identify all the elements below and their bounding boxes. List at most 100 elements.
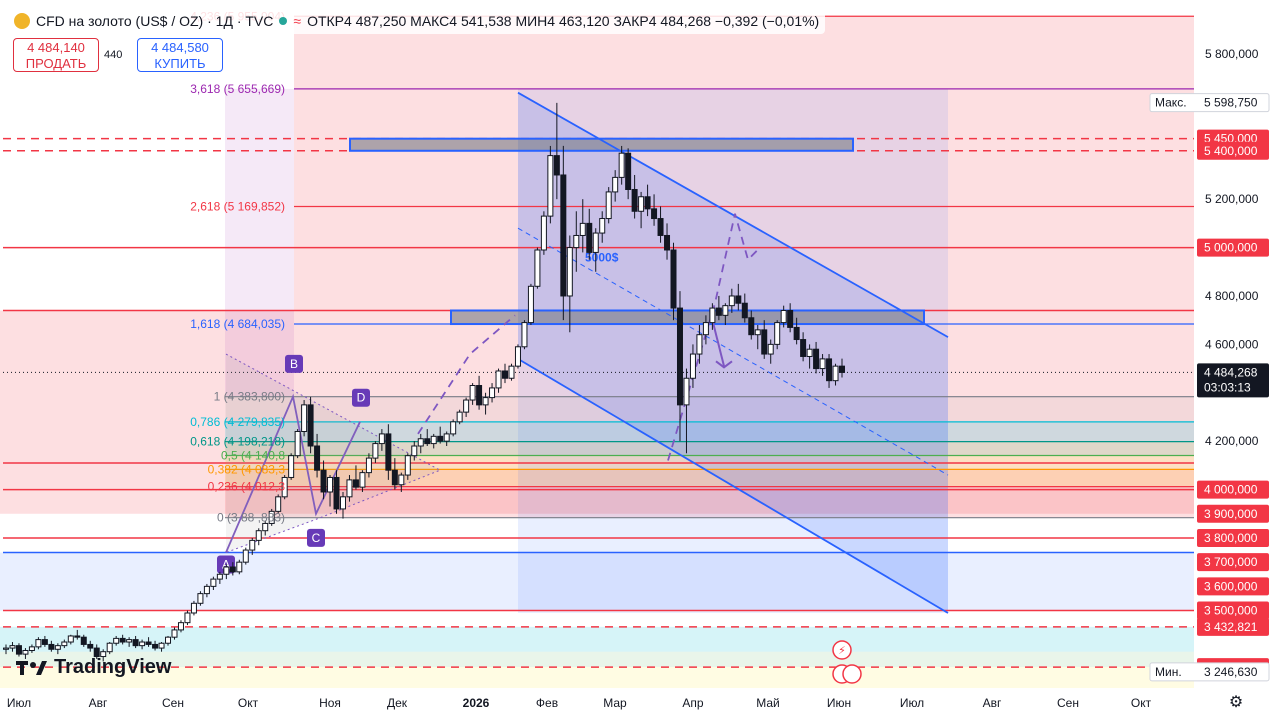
candle-body xyxy=(385,433,392,471)
candle-body xyxy=(592,232,599,253)
zone-yellow xyxy=(0,667,1194,688)
sell-button[interactable]: 4 484,140 ПРОДАТЬ xyxy=(13,38,99,72)
zone-red-lower xyxy=(0,310,1194,514)
fib-zone-2 xyxy=(225,421,1194,442)
candle-body xyxy=(35,639,42,648)
candle-body xyxy=(365,457,372,474)
x-axis-tick-label: Авг xyxy=(89,696,108,710)
candle-body xyxy=(573,234,580,249)
x-axis-tick-label: Окт xyxy=(238,696,259,710)
candle-body xyxy=(333,476,340,510)
candle-body xyxy=(780,309,787,324)
candle-body xyxy=(722,305,729,316)
candle-body xyxy=(417,438,424,447)
wave-label-d: D xyxy=(357,391,366,405)
candle-body xyxy=(728,295,735,307)
support-box xyxy=(450,309,925,326)
fib-level-label: 0,382 (4 083,3 xyxy=(208,462,286,476)
candle-body xyxy=(301,404,308,432)
candle-body xyxy=(631,188,638,212)
price-label-box xyxy=(1197,480,1269,499)
candle-body xyxy=(106,642,113,653)
spread-value: 440 xyxy=(104,49,123,61)
price-label-box xyxy=(1197,141,1269,160)
candle-body xyxy=(774,322,781,345)
candle-body xyxy=(625,152,632,190)
candle-body xyxy=(521,322,528,348)
x-axis-tick-label: Окт xyxy=(1131,696,1152,710)
candle-body xyxy=(689,353,696,379)
projection-dashed xyxy=(417,314,516,435)
candle-body xyxy=(275,496,282,512)
candle-body xyxy=(87,643,94,649)
x-axis-tick-label: Сен xyxy=(162,696,184,710)
candle-body xyxy=(463,399,470,413)
tradingview-logo[interactable]: TradingView xyxy=(16,656,171,679)
candle-body xyxy=(618,152,625,178)
candle-body xyxy=(702,322,709,336)
price-label: 3 500,000 xyxy=(1204,604,1258,618)
candle-body xyxy=(527,285,534,324)
y-axis-tick-label: 4 800,000 xyxy=(1205,289,1259,303)
wave-label-badge xyxy=(307,528,325,547)
fib-level-label: 1,618 (4 684,035) xyxy=(190,317,285,331)
sell-price: 4 484,140 xyxy=(27,40,85,55)
candle-body xyxy=(514,346,521,367)
buy-label: КУПИТЬ xyxy=(154,56,206,71)
y-axis-tick-label: 5 200,000 xyxy=(1205,192,1259,206)
candle-body xyxy=(80,636,87,645)
price-label: 3 700,000 xyxy=(1204,555,1258,569)
channel-mid-line xyxy=(517,227,949,476)
candle-body xyxy=(119,637,126,643)
price-label-box xyxy=(1197,504,1269,523)
x-axis-tick-label: Мар xyxy=(603,696,627,710)
candle-body xyxy=(236,561,243,573)
candle-body xyxy=(735,295,742,304)
price-label-box xyxy=(1197,238,1269,257)
candle-body xyxy=(761,329,768,355)
fib-level-label: 0,236 (4 012,3 xyxy=(208,480,286,494)
candle-body xyxy=(41,639,48,645)
candle-body xyxy=(294,430,301,457)
candle-body xyxy=(424,438,431,445)
candle-body xyxy=(644,196,651,210)
candle-body xyxy=(177,622,184,631)
channel-upper-line xyxy=(517,91,949,338)
candle-body xyxy=(670,249,677,309)
buy-button[interactable]: 4 484,580 КУПИТЬ xyxy=(137,38,223,72)
candle-body xyxy=(664,234,671,251)
candle-body xyxy=(553,155,560,176)
plot-background xyxy=(0,8,1194,688)
zone-green xyxy=(0,651,1194,668)
x-axis-tick-label: Дек xyxy=(387,696,408,710)
price-label: 5 000,000 xyxy=(1204,241,1258,255)
symbol-header[interactable]: CFD на золото (US$ / OZ) · 1Д · TVC ≈ ОТ… xyxy=(8,8,826,34)
candle-body xyxy=(813,348,820,370)
settings-gear-icon[interactable]: ⚙ xyxy=(1228,694,1244,711)
x-axis-tick-label: Ноя xyxy=(319,696,341,710)
price-label: 3 600,000 xyxy=(1204,579,1258,593)
gold-logo-icon xyxy=(14,13,30,29)
candle-body xyxy=(605,191,612,220)
candle-body xyxy=(443,433,450,442)
fib-zone-3 xyxy=(225,441,1194,456)
candle-body xyxy=(242,549,249,563)
candle-body xyxy=(502,370,509,379)
candle-body xyxy=(320,469,327,493)
candle-body xyxy=(404,455,411,476)
fib-level-label: 0,786 (4 279,835) xyxy=(190,415,285,429)
candle-body xyxy=(268,510,275,524)
symbol-title[interactable]: CFD на золото (US$ / OZ) · 1Д · TVC xyxy=(36,13,274,29)
fib-level-label: 3,618 (5 655,669) xyxy=(190,82,285,96)
candle-body xyxy=(307,404,314,447)
candle-body xyxy=(612,176,619,193)
candle-body xyxy=(826,358,833,382)
candle-body xyxy=(767,343,774,355)
arrow-head-icon xyxy=(715,360,733,369)
last-price-box xyxy=(1197,363,1269,398)
measure-zone xyxy=(518,88,948,613)
extreme-label-box xyxy=(1149,93,1270,113)
fib-level-label: 0 (3 88 ,883) xyxy=(217,511,285,525)
channel-fill xyxy=(518,92,948,613)
